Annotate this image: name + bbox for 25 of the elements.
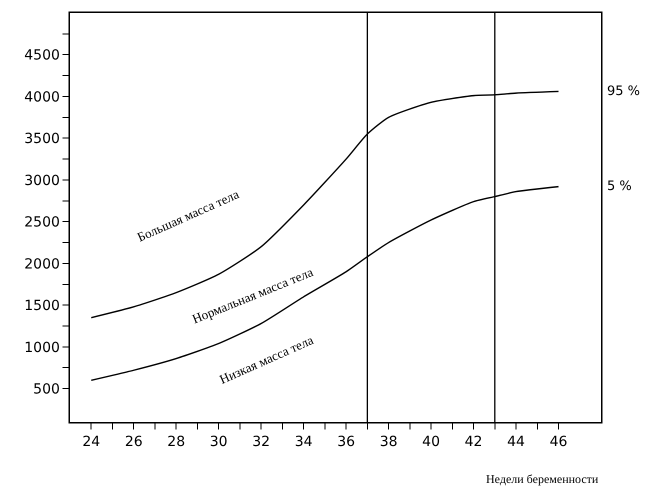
x-tick-label: 40 [422,434,440,450]
y-tick-label: 4000 [24,89,60,106]
x-tick-label: 38 [380,434,398,450]
annotation: Низкая масса тела [217,332,316,387]
x-tick-label: 26 [124,434,143,450]
y-tick-label: 2500 [24,214,60,231]
x-tick-label: 24 [82,434,100,450]
x-tick-label: 30 [210,434,228,450]
text: 95 % [607,84,640,99]
x-tick-label: 46 [550,434,568,450]
y-tick-label: 1000 [24,340,60,356]
x-tick-label: 28 [167,434,186,450]
y-tick-label: 500 [33,382,60,398]
x-tick-label: 32 [252,434,270,450]
y-tick-label: 3000 [24,172,60,189]
x-axis-title: Недели беременности [486,472,599,486]
x-tick-label: 34 [294,434,313,450]
y-tick-label: 4500 [24,48,60,64]
y-tick-label: 3500 [24,131,60,148]
y-tick-label: 1500 [24,298,60,314]
y-tick-label: 2000 [24,256,60,272]
x-tick-label: 36 [337,434,356,450]
x-tick-label: 42 [464,434,482,450]
x-tick-label: 44 [507,434,526,450]
text: 5 % [607,179,632,194]
